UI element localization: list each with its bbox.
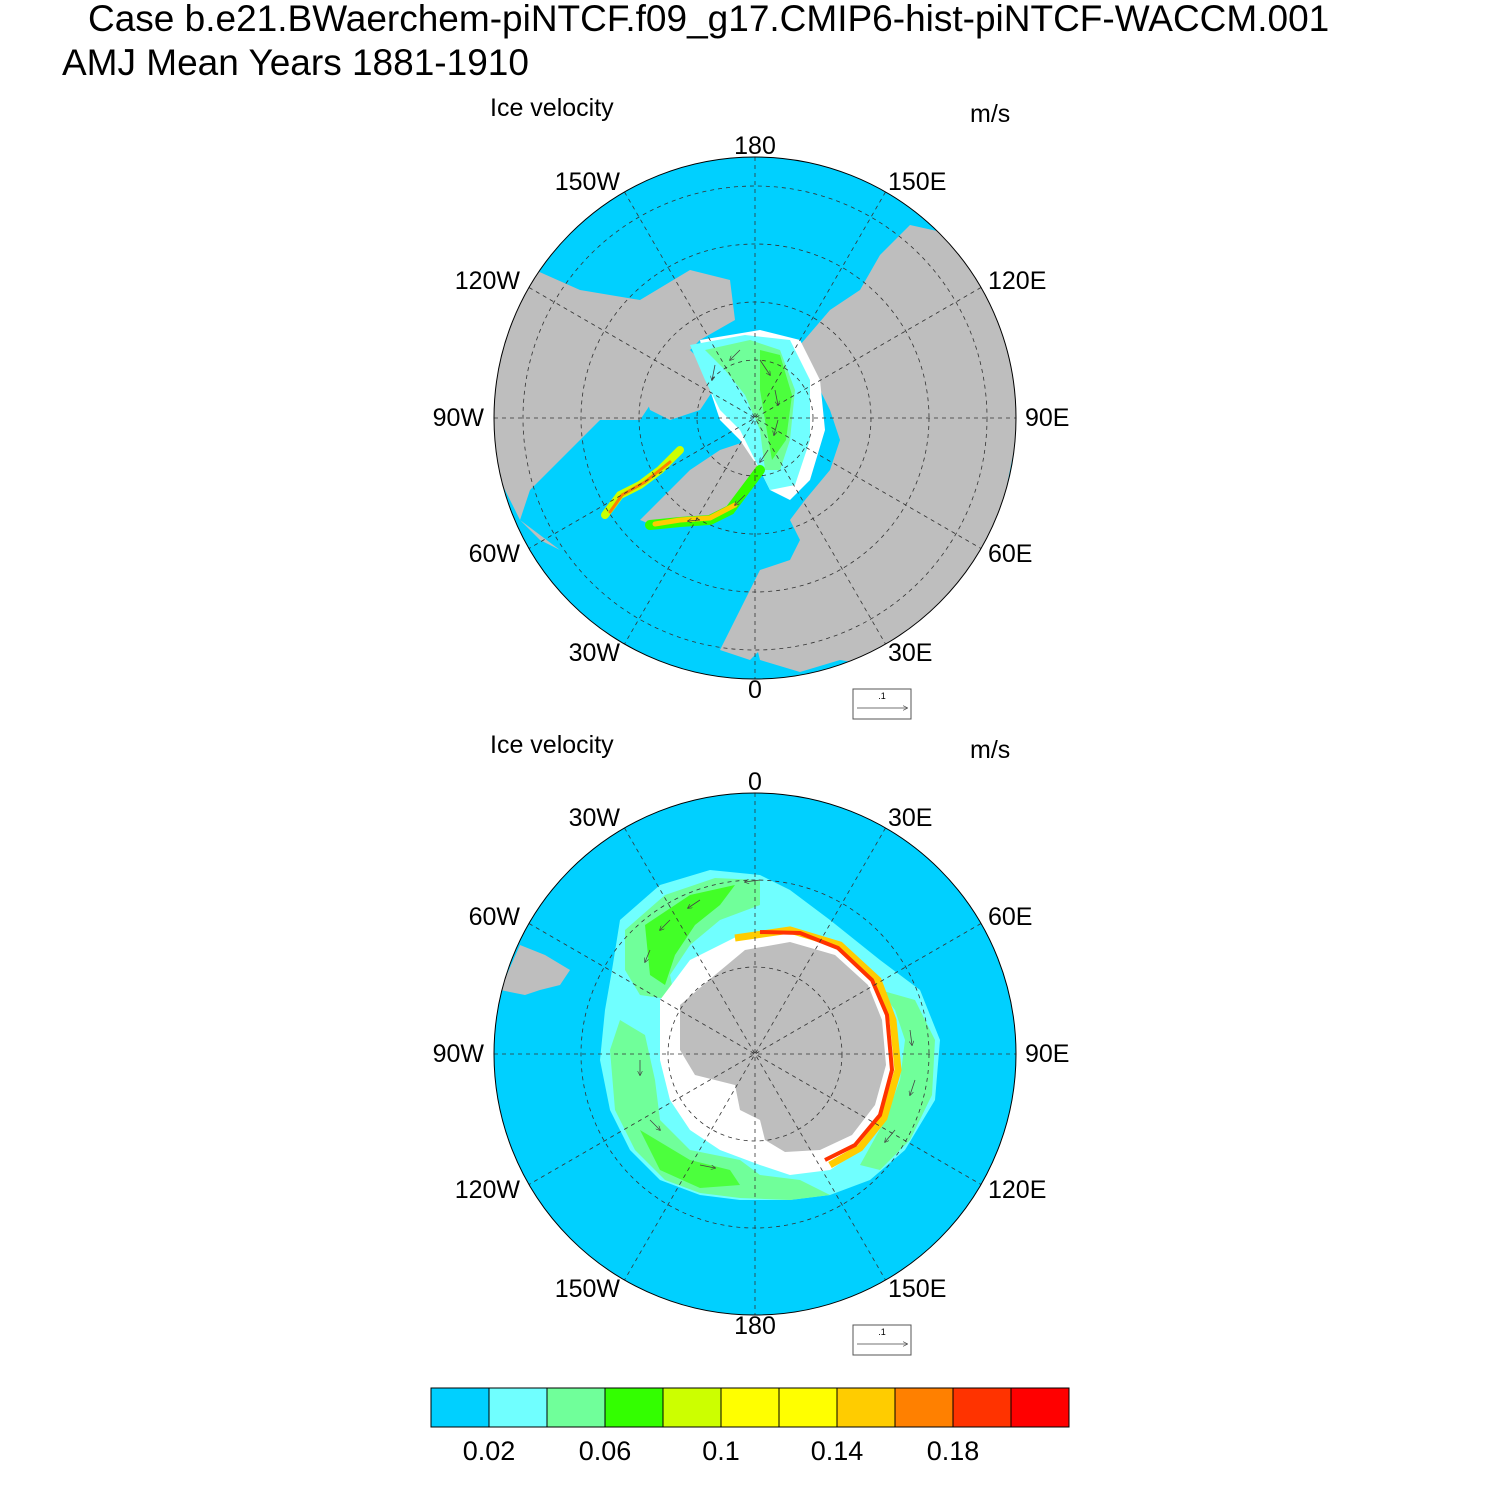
south-lon-label: 90E [1025,1040,1069,1068]
north-lon-label: 90E [1025,404,1069,432]
south-ice-ross-fast [640,1130,740,1188]
colorbar-box [952,1387,1012,1428]
north-flow-vectors [688,349,778,521]
north-units-label: m/s [970,100,1010,128]
south-map [494,793,1016,1315]
south-panel: Ice velocity m/s [433,731,1070,1356]
south-lon-label: 0 [748,768,762,796]
south-coastal-fastest-ice [759,930,895,1162]
colorbar-box [488,1387,548,1428]
north-lon-label: 30W [569,639,621,667]
north-graticule [494,157,1016,679]
colorbar-tick-label: 0.18 [927,1436,980,1466]
north-lon-label: 120E [988,267,1046,295]
colorbar-box [720,1387,780,1428]
north-land-eurasia [750,225,1016,672]
north-panel: Ice velocity m/s [433,94,1070,720]
south-lon-label: 90W [433,1040,485,1068]
north-reference-vector: .1 [852,688,912,720]
period-subtitle: AMJ Mean Years 1881-1910 [62,42,529,83]
colorbar-box [836,1387,896,1428]
south-land-south-america [500,945,570,995]
south-ice-weddell-fast [645,885,735,985]
north-lon-label: 60E [988,540,1032,568]
south-lon-labels: 0 30E 60E 90E 120E 150E 180 150W 120W 90… [433,768,1070,1340]
south-lon-label: 30W [569,804,621,832]
colorbar-box [1010,1387,1070,1428]
south-lon-label: 120W [455,1176,521,1204]
north-variable-label: Ice velocity [490,94,614,122]
south-lon-label: 60E [988,903,1032,931]
south-lon-label: 180 [734,1312,776,1340]
south-graticule [494,793,1016,1315]
south-lon-label: 150W [555,1275,621,1303]
colorbar-tick-label: 0.1 [702,1436,740,1466]
colorbar-box [430,1387,490,1428]
south-ice-east-green [860,990,935,1170]
north-lon-label: 90W [433,404,485,432]
case-title: Case b.e21.BWaerchem-piNTCF.f09_g17.CMIP… [88,0,1330,39]
colorbar-box [662,1387,722,1428]
north-land-scandinavia [720,560,790,660]
colorbar-box [778,1387,838,1428]
north-lon-label: 120W [455,267,521,295]
north-ice-east-greenland-core [652,502,738,527]
north-map [494,157,1016,679]
north-lon-label: 180 [734,132,776,160]
colorbar-box [604,1387,664,1428]
colorbar-box [546,1387,606,1428]
north-boundary [493,156,1017,680]
south-units-label: m/s [970,736,1010,764]
colorbar: 0.02 0.06 0.1 0.14 0.18 [430,1387,1070,1466]
south-variable-label: Ice velocity [490,731,614,759]
south-lon-label: 150E [888,1275,946,1303]
south-lon-label: 120E [988,1176,1046,1204]
colorbar-tick-label: 0.06 [579,1436,632,1466]
colorbar-tick-label: 0.14 [811,1436,864,1466]
svg-text:.1: .1 [878,691,886,701]
south-reference-vector: .1 [852,1324,912,1356]
south-boundary [493,792,1017,1316]
south-lon-label: 30E [888,804,932,832]
colorbar-tick-label: 0.02 [463,1436,516,1466]
south-flow-vectors [640,880,916,1168]
svg-text:.1: .1 [878,1327,886,1337]
colorbar-boxes [430,1387,1070,1428]
south-lon-label: 60W [469,903,521,931]
north-land-north-america [494,270,735,550]
north-lon-label: 150W [555,168,621,196]
north-lon-label: 60W [469,540,521,568]
colorbar-box [894,1387,954,1428]
north-lon-label: 30E [888,639,932,667]
north-lon-label: 0 [748,676,762,704]
north-lon-labels: 180 150E 120E 90E 60E 30E 0 30W 60W 90W … [433,132,1070,704]
north-lon-label: 150E [888,168,946,196]
colorbar-labels: 0.02 0.06 0.1 0.14 0.18 [463,1436,980,1466]
